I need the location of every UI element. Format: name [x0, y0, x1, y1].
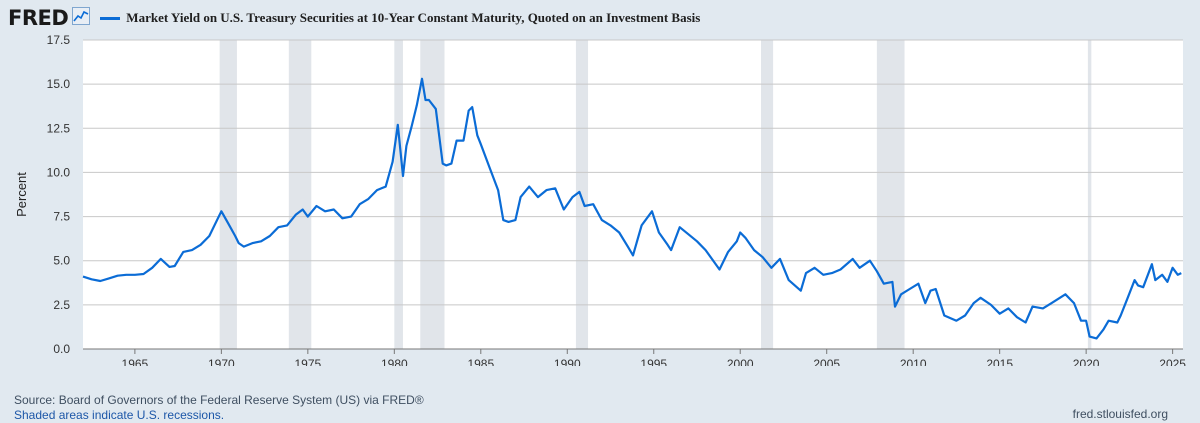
recession-band-1	[219, 40, 237, 349]
y-tick-label: 12.5	[47, 121, 71, 135]
y-tick-label: 0.0	[53, 342, 70, 356]
recession-band-7	[876, 40, 905, 349]
x-tick-label: 1980	[381, 357, 408, 366]
x-axis-ticks: 1965 1970 1975 1980 1985 1990 1995 2000 2005 2010…	[122, 349, 1186, 366]
recession-note[interactable]: Shaded areas indicate U.S. recessions.	[14, 408, 225, 422]
chart[interactable]: 0.0 2.5 5.0 7.5 10.0 12.5 15.0 17.5 1965 1970 197…	[0, 30, 1200, 366]
recession-band-6	[760, 40, 774, 349]
footer-source: Source: Board of Governors of the Federa…	[14, 393, 424, 423]
series-line	[82, 77, 1182, 340]
x-tick-label: 1965	[122, 357, 149, 366]
y-tick-label: 5.0	[53, 254, 70, 268]
x-tick-label: 1970	[208, 357, 235, 366]
source-text: Source: Board of Governors of the Federa…	[14, 393, 424, 407]
plot-area	[83, 40, 1183, 349]
recession-band-2	[288, 40, 312, 349]
x-tick-label: 2015	[986, 357, 1013, 366]
recession-band-5	[575, 40, 589, 349]
line-chart-icon	[72, 6, 91, 30]
y-tick-label: 17.5	[47, 33, 71, 47]
y-tick-label: 2.5	[53, 298, 70, 312]
x-tick-label: 1990	[554, 357, 581, 366]
x-tick-label: 2020	[1073, 357, 1100, 366]
y-axis-ticks: 0.0 2.5 5.0 7.5 10.0 12.5 15.0 17.5	[47, 33, 71, 356]
recession-band-3	[394, 40, 403, 349]
fred-logo[interactable]: FRED	[8, 6, 69, 30]
x-tick-label: 1995	[640, 357, 667, 366]
y-tick-label: 7.5	[53, 210, 70, 224]
site-link[interactable]: fred.stlouisfed.org	[1072, 407, 1168, 421]
x-tick-label: 1975	[294, 357, 321, 366]
x-tick-label: 2000	[727, 357, 754, 366]
x-tick-label: 2025	[1159, 357, 1186, 366]
recession-band-8	[1087, 40, 1092, 349]
chart-header: FRED Market Yield on U.S. Treasury Secur…	[8, 4, 700, 32]
y-tick-label: 15.0	[47, 77, 71, 91]
x-tick-label: 2010	[900, 357, 927, 366]
x-tick-label: 1985	[467, 357, 494, 366]
y-axis-title: Percent	[14, 172, 29, 217]
legend-label: Market Yield on U.S. Treasury Securities…	[126, 10, 701, 25]
legend-swatch	[100, 16, 121, 20]
legend: Market Yield on U.S. Treasury Securities…	[100, 10, 700, 26]
y-tick-label: 10.0	[47, 165, 71, 179]
x-tick-label: 2005	[813, 357, 840, 366]
